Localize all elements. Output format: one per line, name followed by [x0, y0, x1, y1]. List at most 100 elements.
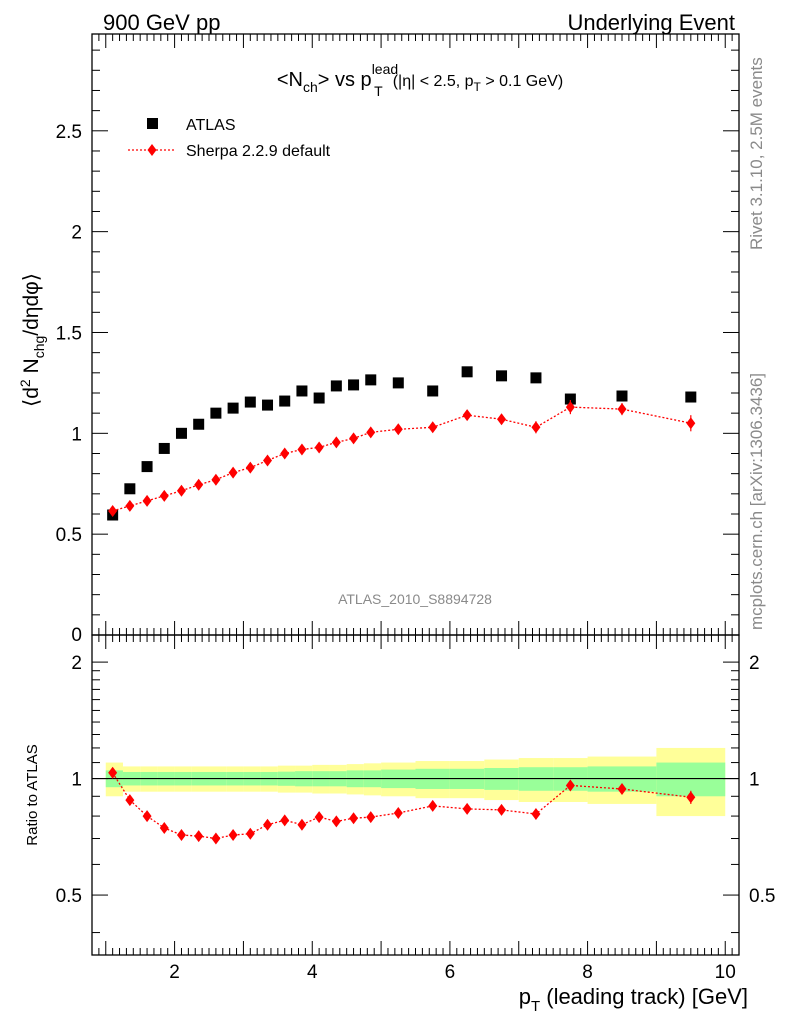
x-tick-label: 6 [445, 962, 456, 983]
atlas-point [296, 385, 308, 397]
atlas-point [141, 461, 153, 473]
sherpa-point [125, 499, 135, 512]
x-tick-label: 8 [582, 962, 593, 983]
main-title: <Nch> vs plead T(|η| < 2.5, pT > 0.1 GeV) [277, 61, 563, 99]
sherpa-point [349, 432, 359, 445]
y-tick-label: 1 [71, 424, 82, 445]
atlas-point [564, 393, 576, 405]
main-ylabel: ⟨d2 Nchg/dηdφ⟩ [17, 273, 47, 407]
x-axis-label: pT (leading track) [GeV] [519, 984, 748, 1015]
atlas-point [158, 442, 170, 454]
sherpa-ratio-point [176, 828, 186, 841]
sherpa-point [497, 413, 507, 426]
atlas-point [244, 396, 256, 408]
ratio-y-tick-label-right: 0.5 [749, 886, 775, 907]
sherpa-point [245, 461, 255, 474]
sherpa-point [462, 409, 472, 422]
sherpa-ratio-point [349, 812, 359, 825]
sherpa-point [297, 443, 307, 456]
y-tick-label: 1.5 [56, 323, 82, 344]
sherpa-ratio-point [617, 782, 627, 795]
atlas-point [227, 402, 239, 414]
header-left: 900 GeV pp [103, 10, 220, 35]
main-panel: <Nch> vs plead T(|η| < 2.5, pT > 0.1 GeV)… [17, 33, 740, 646]
sherpa-ratio-point [263, 818, 273, 831]
sherpa-point [194, 478, 204, 491]
legend-marker-sherpa [147, 144, 157, 156]
sherpa-ratio-point [331, 815, 341, 828]
atlas-point [175, 427, 187, 439]
sherpa-point [565, 401, 575, 414]
atlas-point [279, 395, 291, 407]
x-tick-label: 4 [307, 962, 318, 983]
ratio-y-tick-label: 2 [71, 653, 82, 674]
sherpa-ratio-point [531, 807, 541, 820]
sherpa-ratio-point [280, 814, 290, 827]
sherpa-point [280, 447, 290, 460]
analysis-tag: ATLAS_2010_S8894728 [338, 591, 492, 607]
ratio-y-tick-label: 0.5 [56, 886, 82, 907]
sherpa-ratio-point [159, 822, 169, 835]
atlas-point [496, 370, 508, 382]
sherpa-point [263, 454, 273, 467]
sherpa-point [531, 421, 541, 434]
y-tick-label: 2.5 [56, 122, 82, 143]
sherpa-ratio-point [142, 810, 152, 823]
sherpa-ratio-point [228, 828, 238, 841]
sherpa-point [366, 426, 376, 439]
legend-marker-atlas [147, 118, 158, 129]
ratio-y-tick-label-right: 2 [749, 653, 760, 674]
atlas-point [616, 390, 628, 402]
atlas-point [365, 374, 377, 386]
atlas-point [427, 385, 439, 397]
sherpa-ratio-point [108, 766, 118, 779]
atlas-point [124, 483, 136, 495]
atlas-point [348, 379, 360, 391]
sherpa-ratio-point [428, 799, 438, 812]
sherpa-ratio-point [245, 827, 255, 840]
ratio-ylabel: Ratio to ATLAS [24, 744, 41, 845]
legend: ATLAS Sherpa 2.2.9 default [128, 117, 331, 160]
sherpa-ratio-point [366, 811, 376, 824]
sherpa-point [428, 421, 438, 434]
atlas-point [210, 407, 222, 419]
sherpa-point [211, 473, 221, 486]
atlas-point [461, 366, 473, 378]
atlas-point [392, 377, 404, 389]
atlas-point [193, 418, 205, 430]
legend-label-atlas: ATLAS [186, 117, 236, 134]
sherpa-point [108, 504, 118, 517]
atlas-point [313, 392, 325, 404]
sherpa-point [393, 423, 403, 436]
x-tick-label: 2 [169, 962, 180, 983]
sherpa-ratio-point [314, 811, 324, 824]
uncertainty-band-green [656, 762, 726, 797]
sherpa-ratio-point [393, 806, 403, 819]
sherpa-point [331, 436, 341, 449]
y-tick-label-zero: 0 [71, 625, 82, 646]
sherpa-ratio-point [297, 818, 307, 831]
header-right: Underlying Event [567, 10, 735, 35]
sherpa-ratio-point [497, 803, 507, 816]
y-tick-label: 0.5 [56, 525, 82, 546]
ratio-y-tick-label-right: 1 [749, 770, 760, 791]
sherpa-point [686, 417, 696, 430]
sherpa-ratio-point [211, 832, 221, 845]
y-tick-label: 2 [71, 223, 82, 244]
sherpa-ratio-point [125, 794, 135, 807]
ratio-panel: Ratio to ATLAS pT (leading track) [GeV] … [24, 634, 775, 1015]
ratio-y-tick-label: 1 [71, 770, 82, 791]
sherpa-point [228, 466, 238, 479]
mcplots-label: mcplots.cern.ch [arXiv:1306.3436] [747, 373, 766, 630]
sherpa-point [159, 489, 169, 502]
atlas-point [330, 380, 342, 392]
atlas-point [530, 372, 542, 384]
sherpa-ratio-point [194, 830, 204, 843]
rivet-label: Rivet 3.1.10, 2.5M events [747, 57, 766, 250]
x-tick-label: 10 [715, 962, 736, 983]
sherpa-ratio-point [462, 802, 472, 815]
sherpa-ratio-point [565, 779, 575, 792]
sherpa-ratio-point [686, 791, 696, 804]
sherpa-point [176, 484, 186, 497]
